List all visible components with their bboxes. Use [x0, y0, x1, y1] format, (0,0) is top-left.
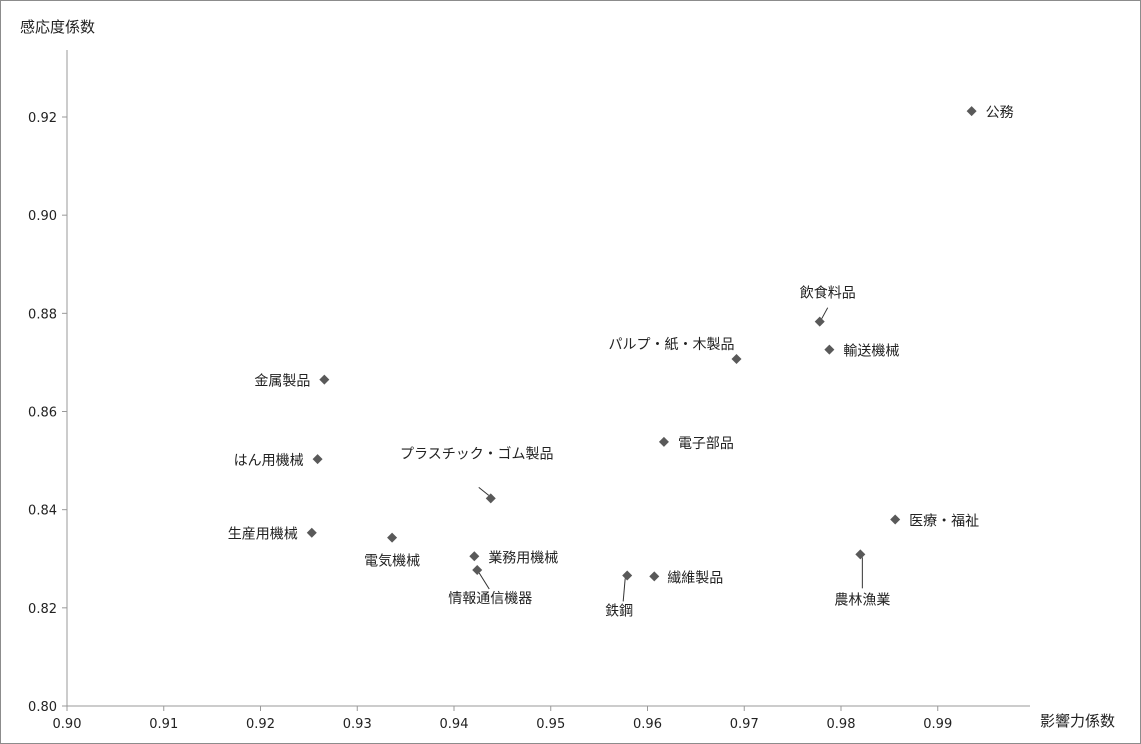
leader-line: [622, 578, 626, 602]
data-point: [485, 493, 496, 504]
point-label: 飲食料品: [800, 285, 856, 302]
point-label: 業務用機械: [488, 550, 558, 566]
y-tick-label: 0.90: [28, 209, 57, 224]
x-axis-title: 影響力係数: [1040, 712, 1115, 730]
x-tick-label: 0.93: [343, 717, 372, 732]
leader-line: [821, 307, 829, 319]
leader-line: [478, 572, 490, 590]
leader-line: [478, 486, 490, 496]
x-tick-label: 0.97: [730, 717, 759, 732]
y-tick-label: 0.82: [28, 602, 57, 617]
point-label: 医療・福祉: [909, 512, 979, 529]
x-tick-label: 0.98: [827, 717, 856, 732]
point-label: 鉄鋼: [605, 603, 633, 619]
x-tick-label: 0.91: [149, 717, 178, 732]
y-tick-label: 0.84: [28, 504, 57, 519]
y-tick-label: 0.88: [28, 307, 57, 322]
data-point: [622, 570, 633, 581]
data-point: [472, 565, 483, 576]
data-point: [855, 549, 866, 560]
x-tick-label: 0.92: [246, 717, 275, 732]
x-tick-label: 0.96: [633, 717, 662, 732]
point-label: 農林漁業: [834, 592, 890, 608]
data-point: [312, 454, 323, 465]
point-label: 輸送機械: [843, 344, 899, 360]
point-label: 繊維製品: [667, 570, 723, 586]
data-point: [966, 106, 977, 117]
point-label: 金属製品: [254, 374, 310, 390]
data-point: [319, 374, 330, 385]
data-point: [814, 316, 825, 327]
data-point: [387, 532, 398, 543]
data-point: [824, 344, 835, 355]
data-point: [658, 436, 669, 447]
point-label: 電子部品: [678, 436, 734, 452]
point-label: 情報通信機器: [448, 591, 532, 607]
y-tick-label: 0.80: [28, 700, 57, 715]
y-tick-label: 0.92: [28, 111, 57, 126]
y-axis-title: 感応度係数: [20, 18, 95, 36]
point-label: プラスチック・ゴム製品: [400, 445, 553, 462]
x-tick-label: 0.90: [53, 717, 82, 732]
point-label: はん用機械: [234, 453, 304, 469]
data-point: [306, 527, 317, 538]
point-label: パルプ・紙・木製品: [609, 337, 735, 353]
x-tick-label: 0.99: [923, 717, 952, 732]
point-label: 生産用機械: [228, 527, 298, 543]
y-tick-label: 0.86: [28, 406, 57, 421]
point-label: 電気機械: [364, 554, 420, 570]
point-label: 公務: [986, 105, 1014, 121]
data-point: [469, 551, 480, 562]
data-point: [890, 514, 901, 525]
data-point: [731, 353, 742, 364]
x-tick-label: 0.95: [536, 717, 565, 732]
data-point: [649, 571, 660, 582]
x-tick-label: 0.94: [440, 717, 469, 732]
